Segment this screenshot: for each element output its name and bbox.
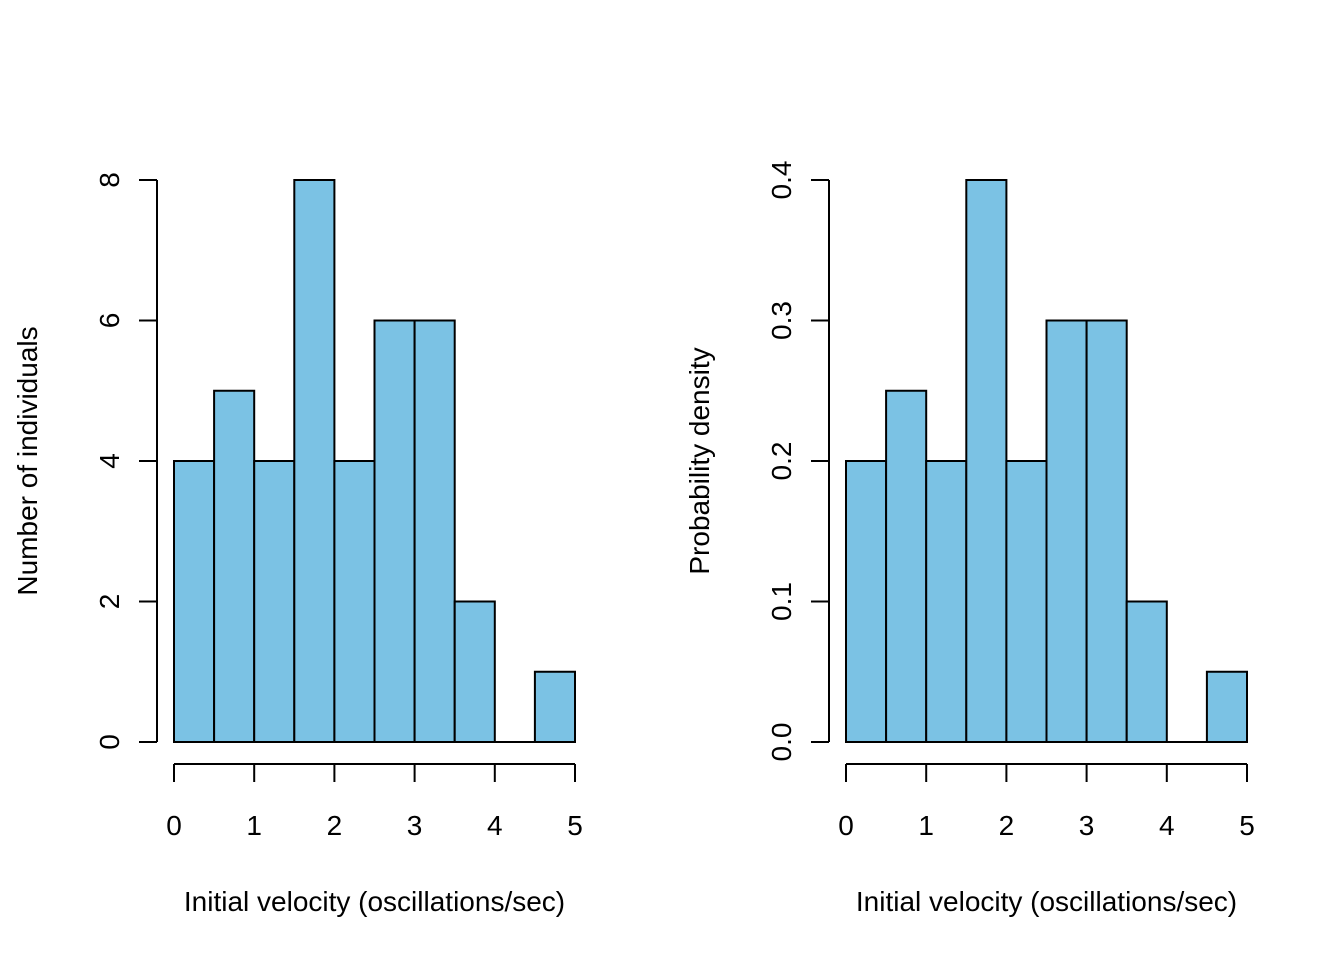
y-tick-label: 4 bbox=[94, 453, 125, 469]
histogram-bar bbox=[925, 460, 968, 743]
x-tick-label: 0 bbox=[838, 810, 854, 841]
y-tick-label: 0.3 bbox=[766, 301, 797, 340]
histogram-bar bbox=[253, 460, 296, 743]
histogram-bar bbox=[1085, 319, 1128, 743]
histogram-bar bbox=[845, 460, 888, 743]
x-axis-label: Initial velocity (oscillations/sec) bbox=[184, 886, 565, 917]
histogram-bar bbox=[533, 670, 577, 743]
histogram-bar bbox=[293, 179, 336, 743]
x-tick-label: 1 bbox=[918, 810, 934, 841]
x-axis: 0 1 2 3 4 5 bbox=[166, 763, 583, 841]
x-tick-label: 3 bbox=[1079, 810, 1095, 841]
histogram-bar bbox=[1045, 319, 1088, 743]
histogram-bar bbox=[1005, 460, 1048, 743]
y-axis: 0 2 4 6 8 bbox=[94, 172, 158, 750]
histogram-bar bbox=[1205, 670, 1249, 743]
x-tick-label: 4 bbox=[1159, 810, 1175, 841]
x-axis: 0 1 2 3 4 5 bbox=[838, 763, 1255, 841]
histogram-bar bbox=[453, 600, 496, 743]
y-tick-label: 2 bbox=[94, 594, 125, 610]
y-axis: 0.0 0.1 0.2 0.3 0.4 bbox=[766, 161, 830, 762]
histogram-bar bbox=[413, 319, 456, 743]
y-tick-label: 6 bbox=[94, 313, 125, 329]
y-tick-label: 0.2 bbox=[766, 442, 797, 481]
y-tick-label: 0.1 bbox=[766, 582, 797, 621]
histogram-panel-counts: 0 2 4 6 8 0 1 2 3 4 5 Initial velocity (oscillati… bbox=[12, 172, 583, 917]
y-axis-label: Probability density bbox=[684, 347, 715, 574]
y-tick-label: 8 bbox=[94, 172, 125, 188]
histogram-bar bbox=[965, 179, 1008, 743]
y-tick-label: 0.4 bbox=[766, 161, 797, 200]
x-axis-label: Initial velocity (oscillations/sec) bbox=[856, 886, 1237, 917]
y-tick-label: 0.0 bbox=[766, 723, 797, 762]
y-tick-label: 0 bbox=[94, 734, 125, 750]
histogram-bar bbox=[173, 460, 216, 743]
histogram-bar bbox=[885, 389, 928, 743]
x-tick-label: 2 bbox=[327, 810, 343, 841]
histogram-panel-density: 0.0 0.1 0.2 0.3 0.4 0 1 2 3 4 5 Initial velocity … bbox=[684, 161, 1255, 917]
x-tick-label: 4 bbox=[487, 810, 503, 841]
histogram-bar bbox=[213, 389, 256, 743]
histogram-bar bbox=[373, 319, 416, 743]
x-tick-label: 5 bbox=[567, 810, 583, 841]
bars-group bbox=[845, 179, 1249, 743]
x-tick-label: 0 bbox=[166, 810, 182, 841]
histogram-bar bbox=[333, 460, 376, 743]
bars-group bbox=[173, 179, 577, 743]
x-tick-label: 1 bbox=[246, 810, 262, 841]
x-tick-label: 2 bbox=[999, 810, 1015, 841]
y-axis-label: Number of individuals bbox=[12, 326, 43, 595]
x-tick-label: 3 bbox=[407, 810, 423, 841]
histogram-bar bbox=[1125, 600, 1168, 743]
x-tick-label: 5 bbox=[1239, 810, 1255, 841]
